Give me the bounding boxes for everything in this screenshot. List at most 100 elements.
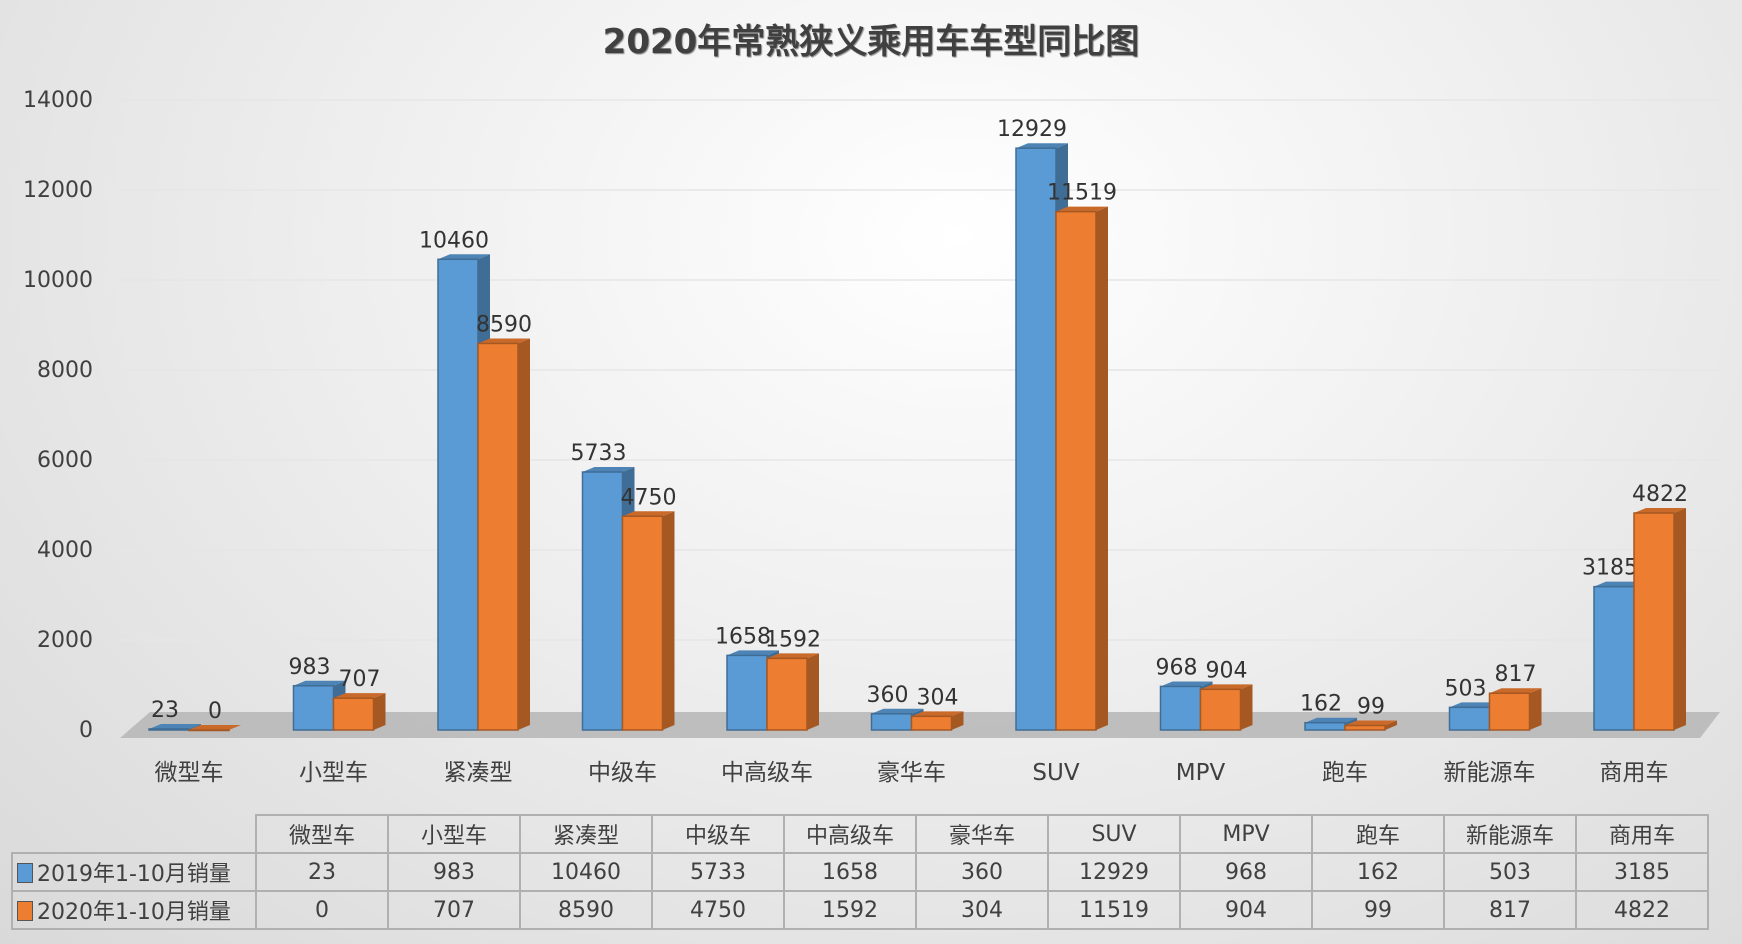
data-label: 5733	[571, 441, 627, 466]
bar-2020	[1633, 508, 1686, 731]
x-tick-label: 微型车	[155, 760, 224, 786]
bar-top	[1594, 581, 1646, 587]
bar-front	[1344, 724, 1386, 731]
table-corner	[12, 815, 257, 854]
bar-top	[1489, 688, 1542, 694]
data-label: 1592	[765, 627, 821, 652]
bar-side	[807, 653, 819, 730]
chart-title: 2020年常熟狭义乘用车车型同比图	[602, 22, 1140, 62]
bar-top	[727, 650, 779, 656]
bar-top	[582, 467, 635, 473]
bar-front	[1015, 147, 1057, 731]
table-cell: 707	[387, 890, 521, 930]
bar-top	[911, 711, 964, 717]
table-header-cell: MPV	[1179, 814, 1313, 854]
bar-2020	[332, 693, 386, 731]
bar-side	[189, 723, 201, 730]
x-tick-label: MPV	[1176, 760, 1226, 786]
data-label: 503	[1445, 676, 1487, 701]
bar-front	[477, 342, 519, 731]
bar-front	[581, 471, 624, 731]
bar-2020	[910, 711, 964, 731]
chart-plot: 0 2000 4000 6000 8000 10000 12000 14000 23 0 微型车 98…	[23, 88, 1720, 786]
table-cell: 1658	[783, 852, 917, 892]
bar-front	[437, 258, 479, 731]
table-header-cell: 跑车	[1311, 814, 1445, 854]
data-table: 微型车 小型车 紧凑型 中级车 中高级车 豪华车 SUV MPV 跑车 新能源车 商用车 2019年…	[11, 814, 1709, 930]
table-cell: 304	[915, 890, 1049, 930]
bar-2020	[621, 511, 675, 731]
bar-side	[1240, 684, 1253, 730]
bar-side	[1096, 206, 1108, 730]
table-header-cell: 微型车	[255, 814, 389, 854]
data-label: 10460	[419, 228, 489, 253]
table-row: 2020年1-10月销量 0 707 8590 4750 1592 304 11519 904 9…	[11, 890, 1709, 930]
bar-side	[662, 511, 675, 730]
bar-top	[1016, 143, 1068, 149]
legend-label: 2019年1-10月销量	[37, 862, 231, 887]
table-cell: 1592	[783, 890, 917, 930]
data-label: 304	[917, 685, 959, 710]
table-cell: 3185	[1575, 852, 1709, 892]
table-cell: 10460	[519, 852, 653, 892]
table-cell: 4822	[1575, 890, 1709, 930]
table-header-cell: 中高级车	[783, 814, 917, 854]
x-tick-label: SUV	[1032, 760, 1079, 786]
bar-front	[870, 713, 913, 731]
table-cell: 0	[255, 890, 389, 930]
bar-front	[332, 697, 375, 731]
bar-top	[149, 723, 201, 729]
bar-front	[1159, 685, 1202, 731]
data-label: 360	[867, 683, 909, 708]
bar-2020	[766, 653, 819, 731]
bar-top	[767, 653, 819, 659]
x-tick-label: 新能源车	[1444, 760, 1536, 786]
data-label: 1658	[715, 624, 771, 649]
table-cell: 503	[1443, 852, 1577, 892]
bar-side	[951, 711, 964, 730]
bar-front	[1593, 585, 1635, 731]
legend-label: 2020年1-10月销量	[37, 900, 231, 925]
table-header-cell: SUV	[1047, 814, 1181, 854]
table-header-cell: 紧凑型	[519, 814, 653, 854]
bar-top	[622, 511, 675, 517]
y-tick-label: 12000	[23, 178, 93, 203]
bar-front	[1448, 706, 1491, 731]
data-label: 23	[151, 698, 179, 723]
bar-front	[621, 515, 664, 731]
x-tick-label: 中级车	[588, 760, 657, 786]
bar-top	[1634, 508, 1686, 514]
bar-side	[373, 693, 386, 730]
table-cell: 5733	[651, 852, 785, 892]
data-label: 12929	[997, 117, 1067, 142]
legend-entry: 2020年1-10月销量	[11, 890, 257, 930]
bar-front	[1304, 721, 1346, 731]
data-label: 983	[289, 655, 331, 680]
y-tick-label: 10000	[23, 268, 93, 293]
table-row: 2019年1-10月销量 23 983 10460 5733 1658 360 12929 96…	[11, 852, 1709, 892]
table-cell: 8590	[519, 890, 653, 930]
bar-top	[293, 680, 346, 686]
bar-2019	[148, 723, 201, 731]
table-cell: 12929	[1047, 852, 1181, 892]
table-cell: 4750	[651, 890, 785, 930]
bar-top	[1345, 720, 1397, 726]
table-cell: 817	[1443, 890, 1577, 930]
data-label: 162	[1300, 692, 1342, 717]
table-header-cell: 中级车	[651, 814, 785, 854]
x-tick-label: 豪华车	[877, 760, 946, 786]
data-label: 8590	[476, 312, 532, 337]
table-cell: 162	[1311, 852, 1445, 892]
bar-top	[1200, 684, 1253, 690]
bar-2020	[477, 338, 530, 731]
x-tick-label: 中高级车	[721, 760, 813, 786]
data-label: 0	[208, 699, 222, 724]
data-label: 968	[1156, 655, 1198, 680]
x-tick-label: 跑车	[1322, 760, 1368, 786]
bar-top	[438, 254, 490, 260]
table-header-cell: 商用车	[1575, 814, 1709, 854]
bar-top	[1056, 206, 1108, 212]
bar-front	[910, 715, 953, 731]
bar-front	[148, 728, 190, 731]
bar-top	[871, 708, 924, 714]
